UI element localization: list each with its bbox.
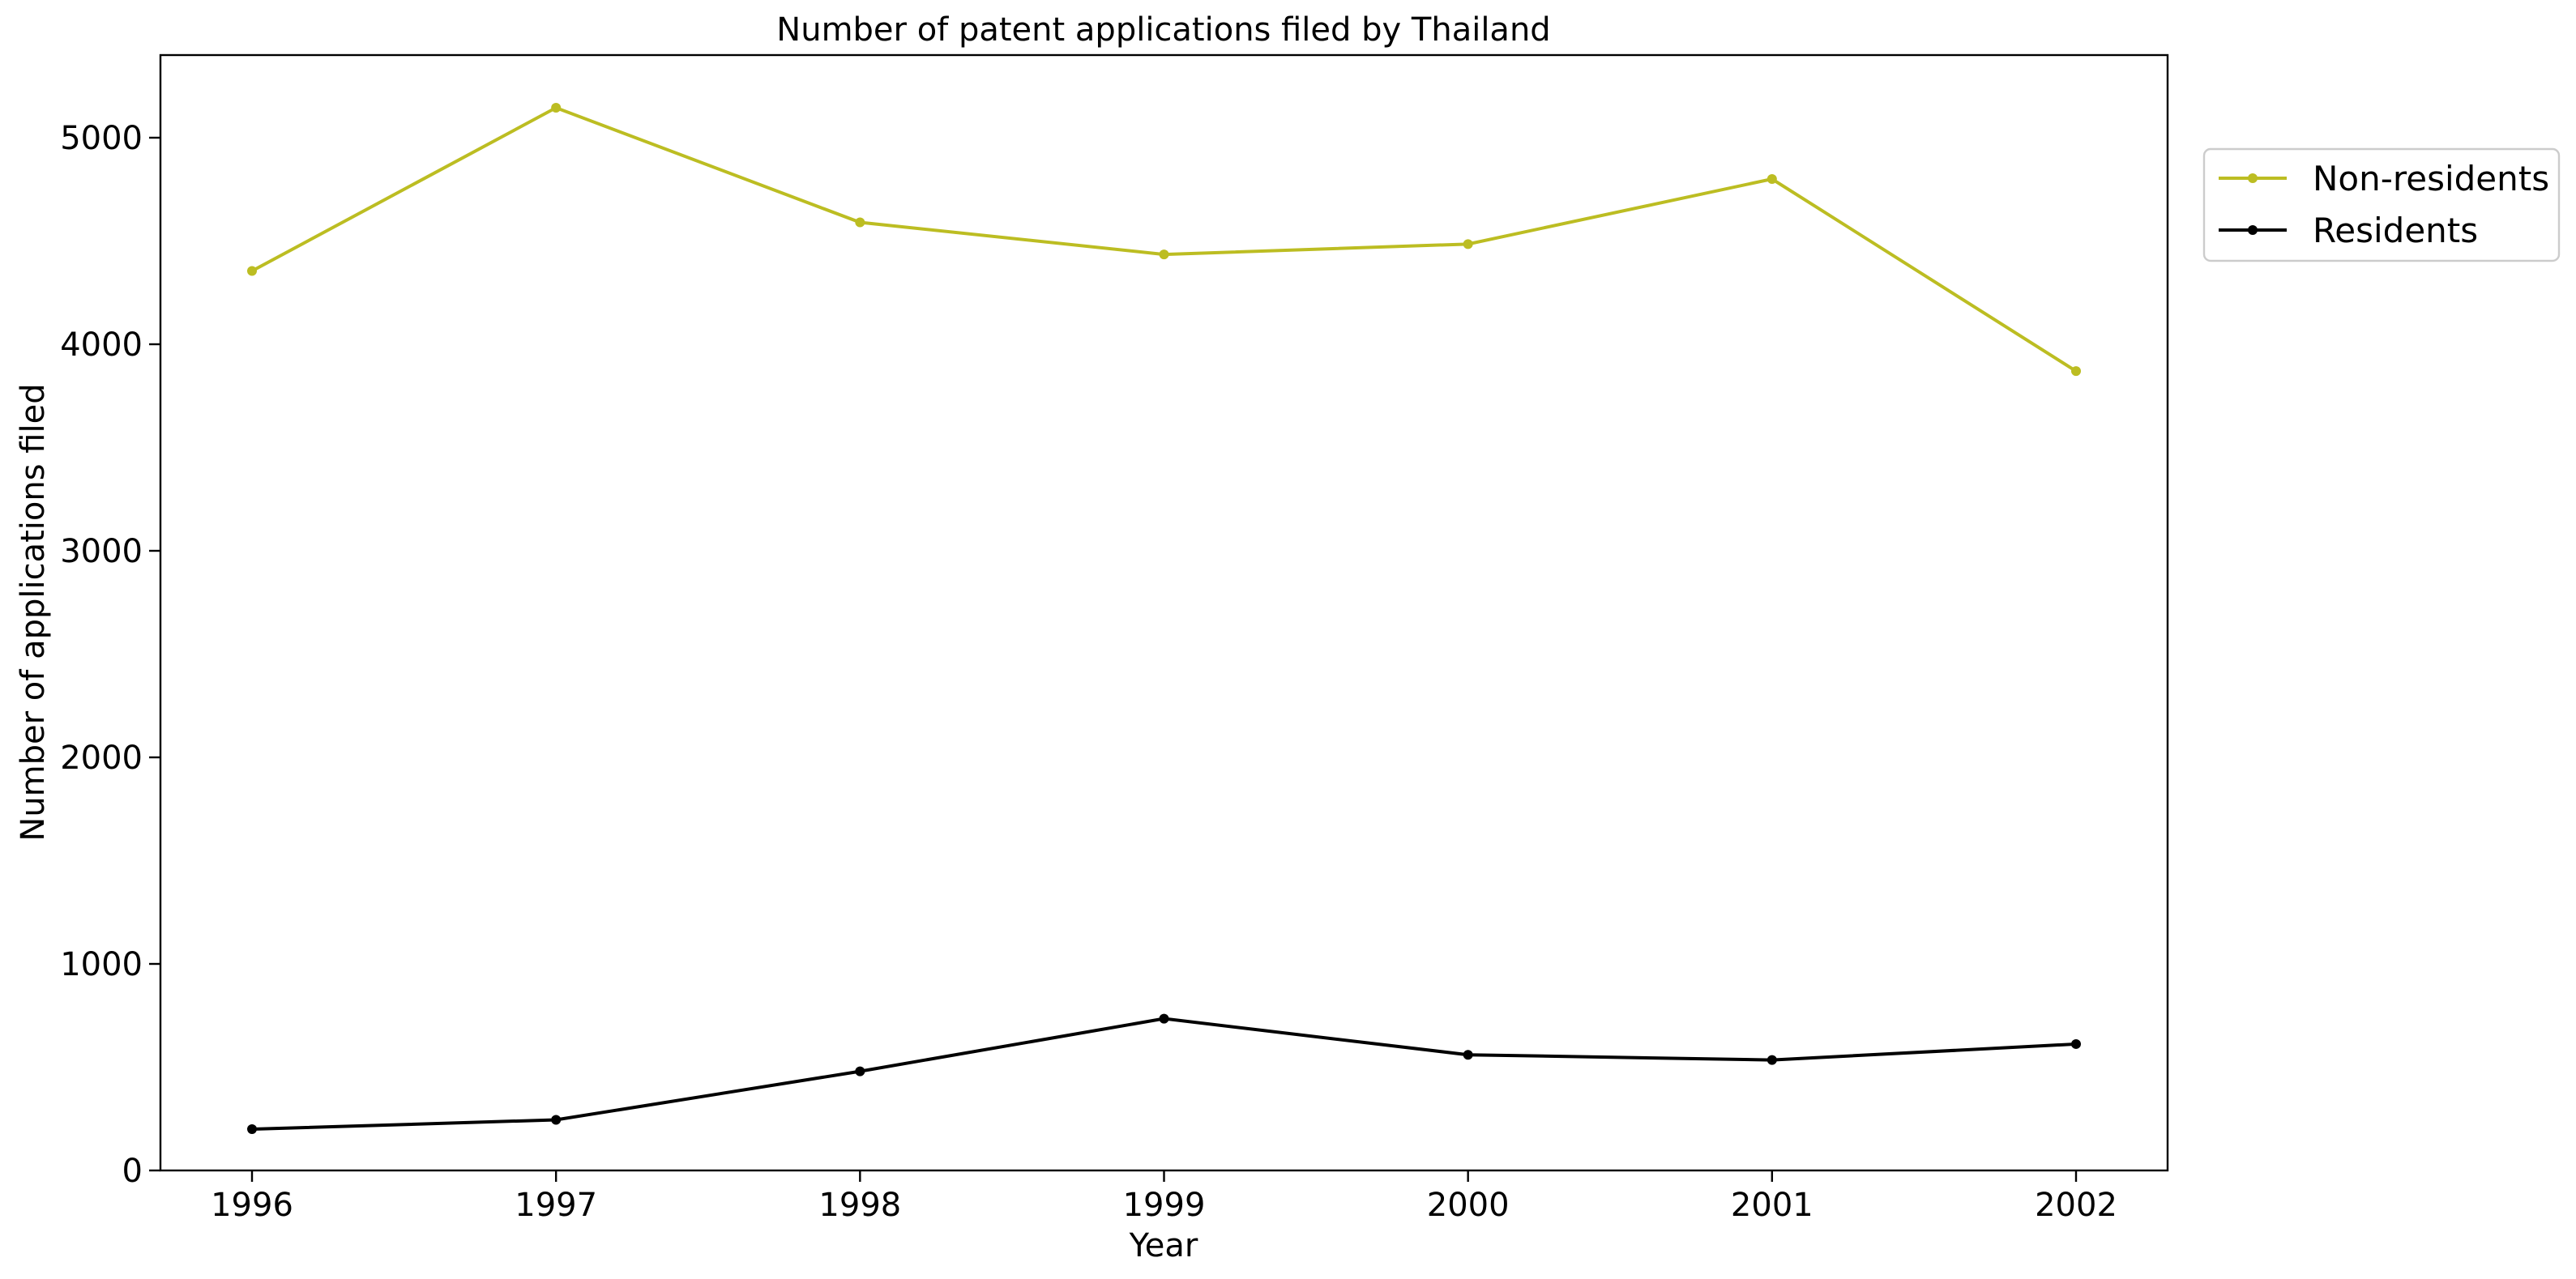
data-point-non-residents	[2071, 366, 2081, 377]
data-point-non-residents	[855, 217, 865, 228]
data-point-residents	[1463, 1050, 1473, 1060]
series-layer	[247, 103, 2081, 1134]
legend-marker-non-residents	[2248, 173, 2258, 183]
y-tick-label: 3000	[60, 533, 143, 570]
x-tick-label: 2002	[2035, 1187, 2117, 1224]
y-axis: 0 1000 2000 3000 4000 5000	[60, 120, 160, 1190]
x-tick-label: 1996	[211, 1187, 293, 1224]
y-tick-label: 2000	[60, 740, 143, 777]
chart-title: Number of patent applications filed by T…	[776, 11, 1550, 49]
legend-frame	[2202, 147, 2561, 262]
data-point-residents	[1766, 1055, 1777, 1065]
y-tick-label: 5000	[60, 120, 143, 157]
x-tick-label: 1999	[1123, 1187, 1206, 1224]
data-point-non-residents	[247, 266, 257, 276]
data-point-non-residents	[1159, 249, 1169, 260]
y-axis-label: Number of applications filed	[15, 383, 52, 841]
x-axis-label: Year	[1129, 1227, 1198, 1264]
data-point-residents	[2071, 1038, 2081, 1049]
y-tick-label: 4000	[60, 326, 143, 364]
x-tick-label: 1997	[515, 1187, 597, 1224]
x-tick-label: 2001	[1731, 1187, 1813, 1224]
plot-area-frame	[159, 53, 2169, 1172]
x-tick-label: 1998	[818, 1187, 901, 1224]
x-tick-label: 2000	[1427, 1187, 1510, 1224]
legend-label-non-residents: Non-residents	[2313, 159, 2549, 198]
legend: Non-residents Residents	[2202, 147, 2561, 262]
legend-marker-residents	[2248, 225, 2258, 235]
data-point-non-residents	[1766, 174, 1777, 184]
series-line-residents	[251, 1017, 2077, 1131]
data-point-residents	[855, 1066, 865, 1076]
series-line-non-residents	[251, 105, 2078, 373]
data-point-residents	[1159, 1013, 1169, 1024]
data-point-residents	[551, 1115, 562, 1125]
data-point-residents	[247, 1124, 257, 1134]
data-point-non-residents	[551, 103, 562, 113]
y-tick-label: 0	[122, 1153, 143, 1190]
x-axis: 1996 1997 1998 1999 2000 2001 2002	[211, 1170, 2117, 1224]
y-tick-label: 1000	[60, 946, 143, 983]
data-point-non-residents	[1463, 239, 1473, 249]
legend-label-residents: Residents	[2313, 211, 2478, 250]
